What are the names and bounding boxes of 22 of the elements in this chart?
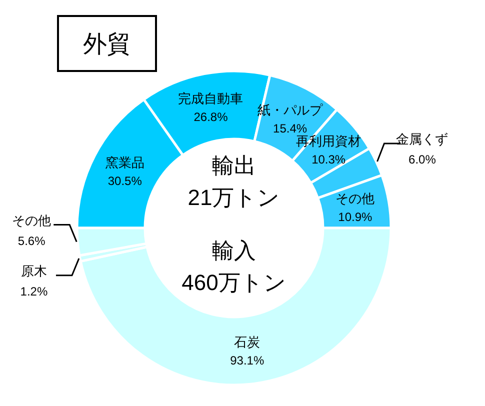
slice-label: 原木	[20, 263, 47, 278]
slice-label: 再利用資材	[296, 133, 362, 148]
data-label: 1.2%	[20, 284, 48, 298]
slice-label: 完成自動車	[178, 91, 244, 106]
text: 輸出	[212, 153, 256, 178]
data-label: 6.0%	[408, 152, 436, 167]
slice-label: 金属くず	[396, 132, 448, 147]
data-label: 10.3%	[312, 152, 346, 166]
data-label: 5.6%	[18, 234, 46, 248]
slice-label: 窯業品	[105, 155, 144, 170]
data-label: 15.4%	[273, 122, 308, 136]
chart-title: 外貿	[83, 31, 131, 58]
text: 21万トン	[188, 185, 280, 210]
data-label: 10.9%	[338, 210, 373, 224]
data-label: 30.5%	[108, 174, 142, 188]
text: 輸入	[212, 238, 256, 263]
slice-label: その他	[12, 212, 52, 228]
data-label: 26.8%	[194, 110, 228, 124]
text: 460万トン	[182, 270, 286, 295]
slice-label: 石炭	[234, 334, 260, 350]
slice-label: その他	[336, 191, 375, 206]
data-label: 93.1%	[230, 353, 264, 368]
